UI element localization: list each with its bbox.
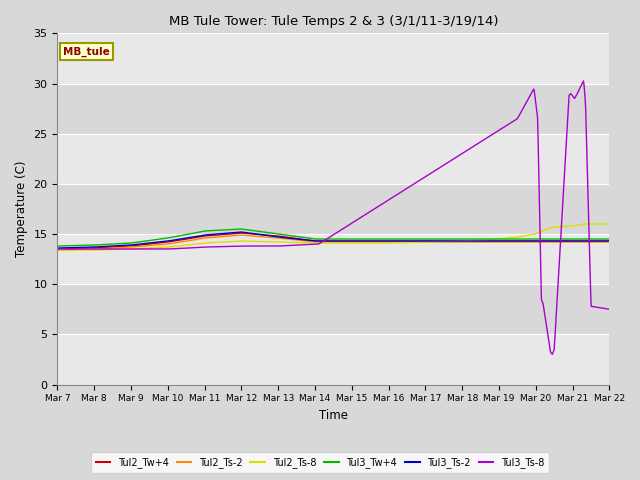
Bar — [58, 234, 609, 284]
Bar — [58, 284, 609, 335]
Bar — [58, 133, 609, 184]
Text: MB_tule: MB_tule — [63, 47, 109, 57]
Y-axis label: Temperature (C): Temperature (C) — [15, 161, 28, 257]
Title: MB Tule Tower: Tule Temps 2 & 3 (3/1/11-3/19/14): MB Tule Tower: Tule Temps 2 & 3 (3/1/11-… — [169, 15, 498, 28]
X-axis label: Time: Time — [319, 409, 348, 422]
Legend: Tul2_Tw+4, Tul2_Ts-2, Tul2_Ts-8, Tul3_Tw+4, Tul3_Ts-2, Tul3_Ts-8: Tul2_Tw+4, Tul2_Ts-2, Tul2_Ts-8, Tul3_Tw… — [91, 452, 549, 473]
Bar — [58, 335, 609, 384]
Bar — [58, 33, 609, 84]
Bar — [58, 84, 609, 133]
Bar — [58, 184, 609, 234]
